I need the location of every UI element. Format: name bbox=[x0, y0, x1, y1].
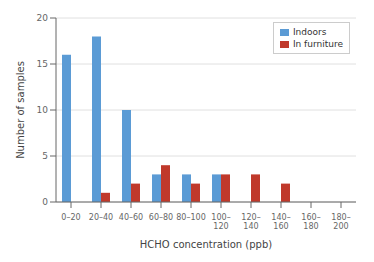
svg-text:15: 15 bbox=[37, 59, 48, 69]
svg-text:100–120: 100–120 bbox=[211, 213, 230, 231]
html-text:Indoors: Indoors bbox=[292, 27, 327, 37]
svg-text:Number of samples: Number of samples bbox=[15, 61, 26, 159]
svg-text:20: 20 bbox=[37, 13, 49, 23]
svg-text:40–60: 40–60 bbox=[119, 213, 143, 222]
svg-text:0–20: 0–20 bbox=[61, 213, 80, 222]
html-text:In furniture: In furniture bbox=[292, 39, 343, 49]
svg-text:5: 5 bbox=[42, 151, 48, 161]
svg-text:10: 10 bbox=[37, 105, 49, 115]
svg-text:120–140: 120–140 bbox=[241, 213, 260, 231]
svg-text:80–100: 80–100 bbox=[176, 213, 205, 222]
svg-text:60–80: 60–80 bbox=[149, 213, 173, 222]
svg-text:160–180: 160–180 bbox=[301, 213, 320, 231]
svg-text:180–200: 180–200 bbox=[331, 213, 350, 231]
svg-text:0: 0 bbox=[42, 197, 48, 207]
svg-text:HCHO concentration (ppb): HCHO concentration (ppb) bbox=[140, 239, 272, 250]
svg-text:140–160: 140–160 bbox=[271, 213, 290, 231]
svg-text:20–40: 20–40 bbox=[89, 213, 113, 222]
